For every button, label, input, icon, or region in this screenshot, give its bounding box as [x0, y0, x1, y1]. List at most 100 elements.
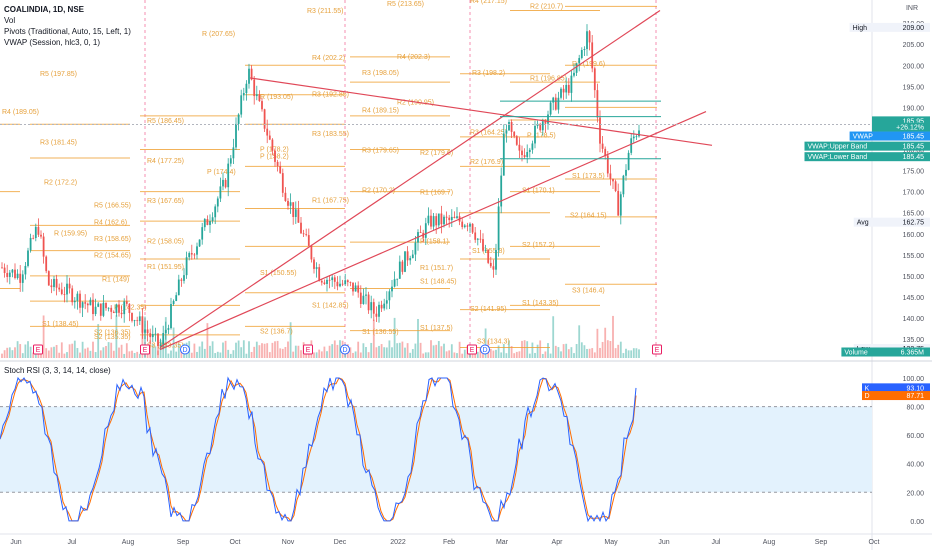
event-marker — [467, 344, 477, 355]
volume-bar — [635, 348, 638, 358]
time-label: Jul — [68, 539, 77, 546]
candle-body — [294, 209, 297, 217]
stoch-tick: 40.00 — [906, 462, 924, 469]
vwap-legend[interactable]: VWAP (Session, hlc3, 0, 1) — [4, 38, 101, 47]
candle-body — [367, 294, 370, 311]
candle-body — [190, 253, 193, 255]
candle-body — [424, 223, 427, 238]
candle-body — [34, 226, 37, 239]
pivot-label: R2 (176.9) — [470, 159, 503, 166]
volume-bar — [370, 342, 373, 358]
pivot-label: R1 (151.95) — [147, 264, 184, 271]
candle-body — [484, 249, 487, 251]
candle-body — [528, 149, 531, 152]
volume-bar — [11, 350, 14, 358]
candle-body — [172, 300, 175, 304]
price-tick: 150.00 — [903, 274, 925, 281]
volume-bar — [536, 344, 539, 358]
price-tag-value: 209.00 — [903, 25, 925, 32]
volume-bar — [404, 347, 406, 358]
price-tag-label: VWAP — [853, 134, 874, 141]
symbol-title[interactable]: COALINDIA, 1D, NSE — [4, 5, 85, 14]
time-label: May — [604, 539, 618, 546]
candle-body — [261, 101, 263, 110]
candle-body — [8, 272, 11, 277]
stoch-k-tag-label: K — [865, 385, 870, 392]
candle-body — [370, 302, 373, 311]
volume-bar — [326, 351, 328, 358]
pivot-label: S3 (146.4) — [572, 288, 605, 295]
volume-bar — [58, 352, 61, 358]
volume-bar — [430, 340, 432, 358]
pivot-label: S2 (141.95) — [470, 306, 507, 313]
candle-body — [71, 288, 74, 303]
pivot-label: S2 (135.35) — [94, 334, 131, 341]
candle-body — [24, 265, 27, 275]
event-marker — [180, 344, 190, 355]
candle-body — [406, 251, 409, 261]
candle-body — [138, 316, 141, 322]
volume-bar — [89, 350, 92, 358]
volume-bar — [336, 344, 339, 358]
volume-bar — [393, 317, 396, 358]
pivot-label: S1 (138.45) — [42, 321, 79, 328]
price-tag-label-bg — [804, 152, 872, 162]
candle-body — [539, 123, 542, 131]
candle-body — [388, 291, 391, 301]
pivot-label: R5 (186.45) — [147, 118, 184, 125]
volume-bar — [261, 343, 263, 358]
price-tag-value-bg — [872, 22, 930, 32]
candle-body — [305, 234, 308, 236]
volume-bar — [560, 351, 562, 358]
volume-bar — [268, 352, 271, 358]
volume-bar — [190, 352, 193, 358]
volume-bar — [586, 348, 588, 358]
pivots-legend[interactable]: Pivots (Traditional, Auto, 15, Left, 1) — [4, 27, 131, 36]
candle-body — [375, 313, 378, 317]
candle-body — [310, 245, 313, 260]
volume-bar — [565, 343, 568, 358]
volume-bar — [19, 344, 22, 358]
candle-body — [136, 320, 139, 322]
volume-bar — [419, 342, 422, 358]
volume-bar — [333, 340, 336, 358]
volume-bar — [484, 328, 487, 358]
volume-bar — [14, 347, 16, 358]
candle-body — [149, 333, 152, 338]
volume-bar — [287, 341, 289, 358]
volume-bar — [528, 353, 531, 358]
candle-body — [349, 282, 352, 283]
candle-body — [575, 63, 578, 73]
candle-body — [341, 283, 344, 285]
candle-body — [255, 94, 258, 97]
volume-legend[interactable]: Vol — [4, 16, 16, 25]
candle-body — [443, 216, 445, 225]
candle-body — [487, 249, 490, 263]
time-label: Aug — [122, 539, 135, 546]
candle-body — [544, 121, 547, 124]
candle-body — [588, 31, 591, 43]
candle-body — [27, 250, 29, 266]
volume-bar — [411, 349, 414, 358]
time-label: Apr — [552, 539, 564, 546]
volume-bar — [201, 341, 204, 358]
volume-bar — [609, 340, 612, 358]
candle-body — [73, 300, 76, 303]
volume-bar — [625, 348, 627, 358]
candle-body — [105, 302, 107, 309]
volume-bar — [162, 340, 165, 358]
pivot-label: R3 (198.05) — [362, 70, 399, 77]
candle-body — [242, 93, 245, 96]
candle-body — [365, 294, 367, 296]
pivot-label: R3 (164.25) — [470, 130, 507, 137]
candle-body — [630, 138, 633, 153]
candle-body — [240, 95, 243, 115]
volume-bar — [461, 353, 464, 358]
stoch-rsi-legend[interactable]: Stoch RSI (3, 3, 14, 14, close) — [4, 366, 111, 375]
candle-body — [476, 238, 479, 240]
volume-bar — [32, 352, 35, 358]
volume-bar — [250, 351, 253, 358]
event-marker — [33, 344, 43, 355]
volume-bar — [367, 352, 370, 358]
